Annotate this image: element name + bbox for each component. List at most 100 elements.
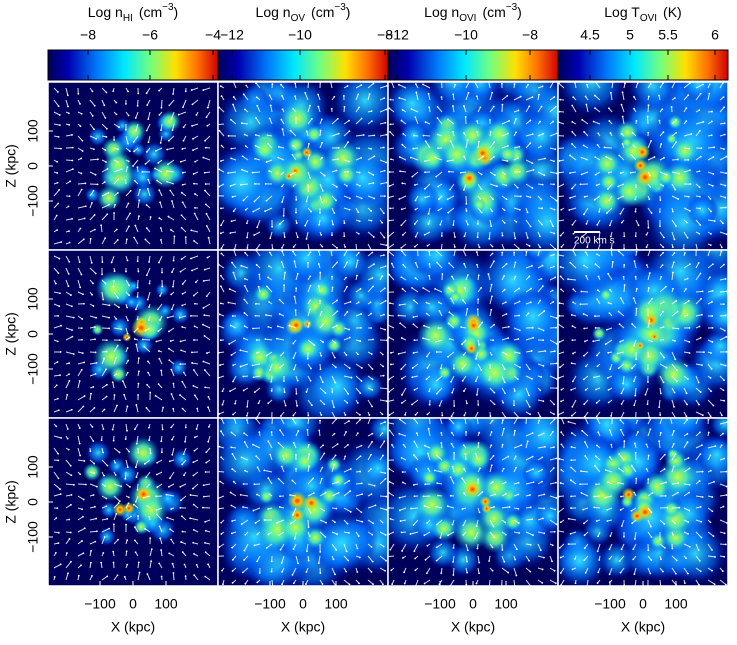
arrow-head — [172, 129, 174, 131]
arrow-head — [349, 367, 351, 369]
arrow-head — [359, 172, 361, 174]
arrow-head — [318, 429, 320, 431]
arrow-head — [356, 571, 358, 573]
arrow-head — [584, 341, 586, 343]
arrow-head — [145, 476, 147, 478]
arrow-head — [671, 106, 673, 108]
arrow-head — [361, 511, 363, 513]
arrow-head — [294, 260, 296, 262]
map-panel — [48, 250, 218, 418]
arrow-head — [252, 211, 254, 213]
arrow-head — [219, 364, 221, 366]
arrow-head — [422, 135, 424, 137]
velocity-arrow — [465, 454, 466, 460]
arrow-head — [279, 299, 281, 301]
arrow-head — [57, 91, 59, 93]
arrow-head — [553, 467, 555, 469]
arrow-head — [463, 156, 465, 158]
arrow-head — [466, 308, 468, 310]
arrow-head — [96, 486, 98, 488]
arrow-head — [321, 201, 323, 203]
arrow-head — [310, 211, 312, 213]
arrow-head — [488, 273, 490, 275]
arrow-head — [479, 246, 481, 248]
arrow-head — [401, 457, 403, 459]
arrow-head — [252, 444, 254, 446]
velocity-arrow — [453, 568, 454, 575]
arrow-head — [243, 483, 245, 485]
arrow-head — [428, 275, 430, 277]
arrow-head — [541, 582, 543, 584]
arrow-head — [518, 532, 520, 534]
gas-blob — [97, 186, 122, 211]
arrow-head — [437, 134, 439, 136]
arrow-head — [84, 395, 86, 397]
arrow-head — [490, 225, 492, 227]
arrow-head — [126, 430, 128, 432]
arrow-head — [517, 378, 519, 380]
arrow-head — [505, 184, 507, 186]
arrow-head — [67, 438, 69, 440]
arrow-head — [244, 252, 246, 254]
arrow-head — [60, 493, 62, 495]
arrow-head — [58, 189, 60, 191]
arrow-head — [192, 488, 194, 490]
arrow-head — [372, 561, 374, 563]
arrow-head — [282, 108, 284, 110]
arrow-head — [337, 118, 339, 120]
arrow-head — [56, 161, 58, 163]
arrow-head — [347, 85, 349, 87]
arrow-head — [542, 400, 544, 402]
arrow-head — [72, 168, 74, 170]
arrow-head — [436, 524, 438, 526]
arrow-head — [440, 537, 442, 539]
arrow-head — [138, 370, 140, 372]
arrow-head — [279, 506, 281, 508]
arrow-head — [80, 564, 82, 566]
arrow-head — [117, 178, 119, 180]
arrow-head — [101, 439, 103, 441]
arrow-head — [244, 285, 246, 287]
arrow-head — [672, 288, 674, 290]
arrow-head — [370, 210, 372, 212]
arrow-head — [647, 116, 649, 118]
arrow-head — [710, 244, 712, 246]
arrow-head — [154, 168, 156, 170]
arrow-head — [598, 211, 600, 213]
arrow-head — [276, 338, 278, 340]
arrow-head — [161, 107, 163, 109]
label-part: OVI — [640, 13, 657, 24]
arrow-head — [276, 522, 278, 524]
arrow-head — [94, 229, 96, 231]
arrow-head — [244, 441, 246, 443]
arrow-head — [530, 288, 532, 290]
arrow-head — [56, 507, 58, 509]
arrow-head — [202, 324, 204, 326]
arrow-head — [106, 518, 108, 520]
gas-blob — [326, 337, 343, 354]
arrow-head — [228, 135, 230, 137]
arrow-head — [266, 161, 268, 163]
arrow-head — [168, 348, 170, 350]
arrow-head — [672, 211, 674, 213]
arrow-head — [160, 370, 162, 372]
arrow-head — [357, 93, 359, 95]
arrow-head — [453, 405, 455, 407]
arrow-head — [54, 576, 56, 578]
arrow-head — [517, 157, 519, 159]
arrow-head — [285, 405, 287, 407]
arrow-head — [424, 171, 426, 173]
arrow-head — [674, 238, 676, 240]
arrow-head — [220, 303, 222, 305]
arrow-head — [115, 513, 117, 515]
velocity-arrow — [308, 520, 309, 527]
arrow-head — [585, 389, 587, 391]
arrow-head — [68, 373, 70, 375]
arrow-head — [665, 286, 667, 288]
arrow-head — [222, 583, 224, 585]
arrow-head — [168, 486, 170, 488]
arrow-head — [448, 311, 450, 313]
velocity-arrow — [241, 184, 248, 185]
arrow-head — [166, 517, 168, 519]
arrow-head — [83, 361, 85, 363]
